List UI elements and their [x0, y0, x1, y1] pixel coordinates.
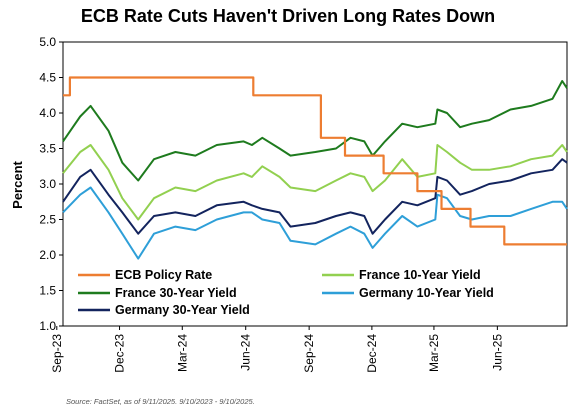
x-tick-label: Dec-24	[365, 334, 379, 373]
x-tick-label: Sep-24	[302, 334, 316, 373]
x-tick-label: Jun-25	[490, 334, 504, 371]
x-tick-label: Sep-23	[50, 334, 64, 373]
x-tick-label: Mar-24	[175, 334, 189, 372]
plot-area	[62, 41, 568, 327]
series-line-3	[62, 186, 568, 260]
chart-title: ECB Rate Cuts Haven't Driven Long Rates …	[80, 6, 496, 26]
x-axis: Sep-23 Dec-23 Mar-24 Jun-24 Sep-24 Dec-24 Mar-…	[50, 326, 504, 373]
series-lines	[62, 76, 568, 260]
y-tick-label: 4.0	[39, 106, 56, 120]
y-tick-label: 2.0	[39, 248, 56, 262]
x-tick-label: Mar-25	[427, 334, 441, 372]
legend-label: Germany 30-Year Yield	[115, 303, 250, 317]
series-line-2	[62, 80, 568, 182]
x-tick-label: Dec-23	[113, 334, 127, 373]
y-tick-label: 3.0	[39, 177, 56, 191]
y-axis-label: Percent	[10, 160, 25, 208]
legend: ECB Policy Rate France 10-Year Yield Franc…	[78, 268, 494, 317]
y-axis: 1.0 1.5 2.0 2.5 3.0 3.5 4.0 4.5 5.0	[39, 35, 63, 333]
legend-label: Germany 10-Year Yield	[359, 286, 494, 300]
x-tick-label: Jun-24	[239, 334, 253, 371]
legend-label: ECB Policy Rate	[115, 268, 212, 282]
y-tick-label: 4.5	[39, 71, 56, 85]
y-tick-label: 3.5	[39, 142, 56, 156]
series-line-0	[63, 76, 567, 246]
legend-label: France 10-Year Yield	[359, 268, 481, 282]
source-note: Source: FactSet, as of 9/11/2025. 9/10/2…	[66, 397, 255, 406]
series-line-4	[62, 158, 568, 235]
y-tick-label: 2.5	[39, 213, 56, 227]
y-tick-label: 5.0	[39, 35, 56, 49]
y-tick-label: 1.5	[39, 284, 56, 298]
series-line-1	[62, 144, 568, 221]
legend-label: France 30-Year Yield	[115, 286, 237, 300]
y-tick-label: 1.0	[39, 319, 56, 333]
